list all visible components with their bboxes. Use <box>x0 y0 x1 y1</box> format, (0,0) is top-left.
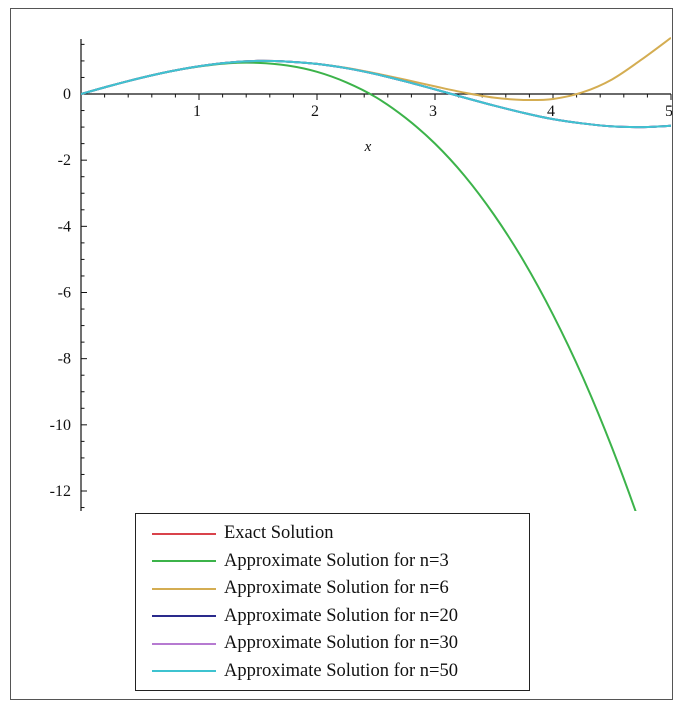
legend-entry: Approximate Solution for n=6 <box>136 575 529 603</box>
x-tick-label: 4 <box>547 103 555 120</box>
legend-label: Approximate Solution for n=3 <box>224 550 449 571</box>
y-tick-label: -8 <box>58 351 71 368</box>
axes-group: 1 2 3 4 5 0 -2 -4 -6 -8 -10 -12 <box>50 39 672 511</box>
legend-entry: Approximate Solution for n=30 <box>136 630 529 658</box>
y-tick-label: -12 <box>50 483 71 500</box>
legend-swatch <box>152 587 216 590</box>
legend-swatch <box>152 560 216 563</box>
legend-label: Approximate Solution for n=6 <box>224 578 449 599</box>
plot-frame: 1 2 3 4 5 0 -2 -4 -6 -8 -10 -12 x Exact Solution App… <box>10 8 673 700</box>
legend-label: Approximate Solution for n=50 <box>224 660 458 681</box>
x-tick-label: 5 <box>665 103 672 120</box>
series-line-approximate-solution-for-n-50 <box>81 59 671 129</box>
legend: Exact Solution Approximate Solution for n… <box>135 513 530 691</box>
y-tick-label: -10 <box>50 417 71 434</box>
legend-label: Approximate Solution for n=30 <box>224 633 458 654</box>
legend-swatch <box>152 670 216 673</box>
series-layer <box>81 36 671 511</box>
legend-entry: Exact Solution <box>136 520 529 548</box>
legend-swatch <box>152 615 216 618</box>
legend-swatch <box>152 532 216 535</box>
y-tick-label: -6 <box>58 285 71 302</box>
x-tick-label: 1 <box>193 103 201 120</box>
x-tick-label: 2 <box>311 103 319 120</box>
legend-label: Approximate Solution for n=20 <box>224 605 458 626</box>
legend-entry: Approximate Solution for n=50 <box>136 658 529 686</box>
legend-entry: Approximate Solution for n=3 <box>136 548 529 576</box>
series-line-approximate-solution-for-n-6 <box>81 36 671 102</box>
y-tick-label: 0 <box>63 86 71 103</box>
legend-entry: Approximate Solution for n=20 <box>136 603 529 631</box>
y-tick-label: -4 <box>58 218 71 235</box>
legend-swatch <box>152 642 216 645</box>
x-tick-label: 3 <box>429 103 437 120</box>
x-axis-label: x <box>364 139 372 155</box>
chart-svg: 1 2 3 4 5 0 -2 -4 -6 -8 -10 -12 x <box>50 36 672 511</box>
y-tick-label: -2 <box>58 152 71 169</box>
legend-label: Exact Solution <box>224 523 334 544</box>
